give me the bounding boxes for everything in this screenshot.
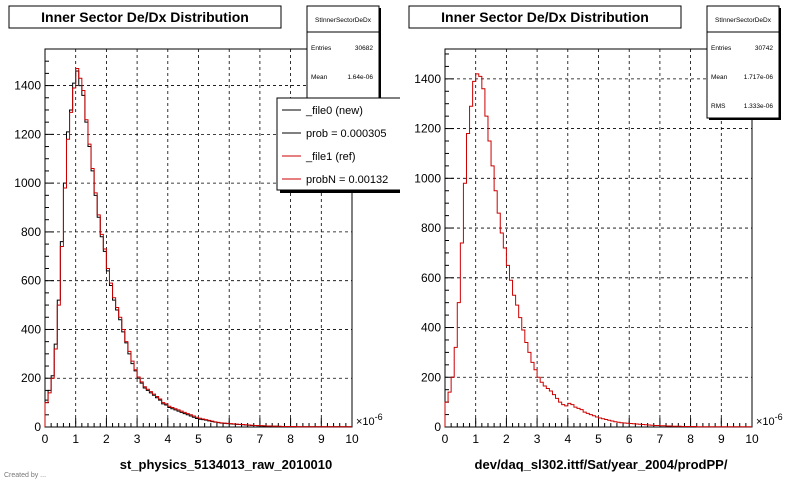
- y-tick-label: 1200: [414, 122, 441, 136]
- stats-row-value: 1.64e-06: [347, 74, 373, 81]
- y-tick-label: 800: [21, 225, 41, 239]
- histogram-series-0: [444, 73, 752, 428]
- legend-entry-label: prob = 0.000305: [306, 128, 386, 140]
- left-histogram-canvas: Inner Sector De/Dx Distribution 0 1 2 3 4 5 6 7 8…: [4, 5, 400, 479]
- y-tick-label: 800: [421, 221, 441, 235]
- stats-row-label: Mean: [711, 74, 728, 81]
- y-tick-label: 1400: [14, 79, 41, 93]
- y-tick-label: 0: [434, 420, 441, 434]
- x-tick-label: 3: [134, 432, 141, 446]
- stats-box: StInnerSectorDeDx Entries 30742 Mean 1.717e-…: [706, 5, 781, 120]
- y-tick-label: 600: [21, 274, 41, 288]
- x-tick-label: 4: [164, 432, 171, 446]
- x-tick-label: 5: [195, 432, 202, 446]
- x-tick-label: 8: [287, 432, 294, 446]
- stats-row-value: 30682: [355, 45, 373, 52]
- x-tick-label: 6: [626, 432, 633, 446]
- axis-ticks: [44, 48, 353, 428]
- stats-row-value: 30742: [755, 45, 773, 52]
- x-tick-label: 9: [718, 432, 725, 446]
- stats-row-label: Entries: [711, 45, 732, 52]
- legend-entry-label: _file1 (ref): [305, 151, 356, 163]
- y-tick-label: 200: [21, 371, 41, 385]
- x-axis-multiplier-base: ×10: [356, 416, 375, 428]
- x-tick-label: 1: [472, 432, 479, 446]
- y-tick-label: 1000: [14, 176, 41, 190]
- chart-title-box: Inner Sector De/Dx Distribution: [408, 5, 682, 29]
- stats-row-value: 1.717e-06: [744, 74, 774, 81]
- chart-title: Inner Sector De/Dx Distribution: [41, 9, 249, 25]
- axis-ticks: [444, 53, 753, 428]
- x-tick-label: 0: [42, 432, 49, 446]
- grid-lines: [445, 49, 752, 427]
- x-axis-multiplier-exponent: -6: [775, 412, 783, 422]
- stats-row-label: Entries: [311, 45, 332, 52]
- x-tick-label: 0: [442, 432, 449, 446]
- chart-title-box: Inner Sector De/Dx Distribution: [8, 5, 282, 29]
- histogram-series-1: [44, 68, 352, 428]
- x-tick-label: 2: [503, 432, 510, 446]
- x-tick-label: 7: [657, 432, 664, 446]
- right-histogram-canvas: Inner Sector De/Dx Distribution 0 1 2 3 4 5 6 7 8…: [408, 5, 783, 472]
- y-tick-label: 200: [421, 370, 441, 384]
- x-tick-label: 2: [103, 432, 110, 446]
- legend-box: _file0 (new) prob = 0.000305 _file1 (ref) p…: [276, 97, 400, 193]
- y-tick-label: 400: [21, 322, 41, 336]
- legend-entry-label: _file0 (new): [305, 105, 363, 117]
- x-tick-label: 4: [564, 432, 571, 446]
- y-tick-label: 1200: [14, 127, 41, 141]
- x-tick-label: 10: [745, 432, 759, 446]
- y-tick-label: 0: [34, 420, 41, 434]
- legend-entry-label: probN = 0.00132: [306, 174, 388, 186]
- x-axis-multiplier-exponent: -6: [375, 412, 383, 422]
- x-tick-label: 7: [257, 432, 264, 446]
- x-axis-title: st_physics_5134013_raw_2010010: [120, 457, 333, 472]
- y-tick-label: 1000: [414, 171, 441, 185]
- stats-row-value: 1.333e-06: [744, 103, 774, 110]
- x-tick-label: 6: [226, 432, 233, 446]
- stats-box-frame: [706, 5, 780, 119]
- x-axis-title: dev/daq_sl302.ittf/Sat/year_2004/prodPP/: [475, 457, 728, 472]
- footer-note: Created by ...: [4, 472, 46, 479]
- stats-box-name: StInnerSectorDeDx: [715, 17, 772, 24]
- x-tick-label: 1: [72, 432, 79, 446]
- stats-row-label: RMS: [711, 103, 726, 110]
- stats-row-label: Mean: [311, 74, 328, 81]
- x-tick-label: 9: [318, 432, 325, 446]
- stats-box-name: StInnerSectorDeDx: [315, 17, 372, 24]
- legend-frame: [276, 97, 400, 191]
- y-tick-label: 400: [421, 321, 441, 335]
- y-tick-label: 1400: [414, 72, 441, 86]
- x-axis-multiplier-base: ×10: [756, 416, 775, 428]
- chart-title: Inner Sector De/Dx Distribution: [441, 9, 649, 25]
- x-axis-multiplier: ×10-6: [356, 412, 383, 428]
- left-plot-panel: Inner Sector De/Dx Distribution 0 1 2 3 4 5 6 7 8…: [4, 5, 400, 479]
- y-tick-label: 600: [421, 271, 441, 285]
- x-tick-label: 10: [345, 432, 359, 446]
- x-tick-label: 5: [595, 432, 602, 446]
- x-tick-label: 8: [687, 432, 694, 446]
- right-plot-panel: Inner Sector De/Dx Distribution 0 1 2 3 4 5 6 7 8…: [400, 0, 800, 480]
- x-axis-multiplier: ×10-6: [756, 412, 783, 428]
- x-tick-label: 3: [534, 432, 541, 446]
